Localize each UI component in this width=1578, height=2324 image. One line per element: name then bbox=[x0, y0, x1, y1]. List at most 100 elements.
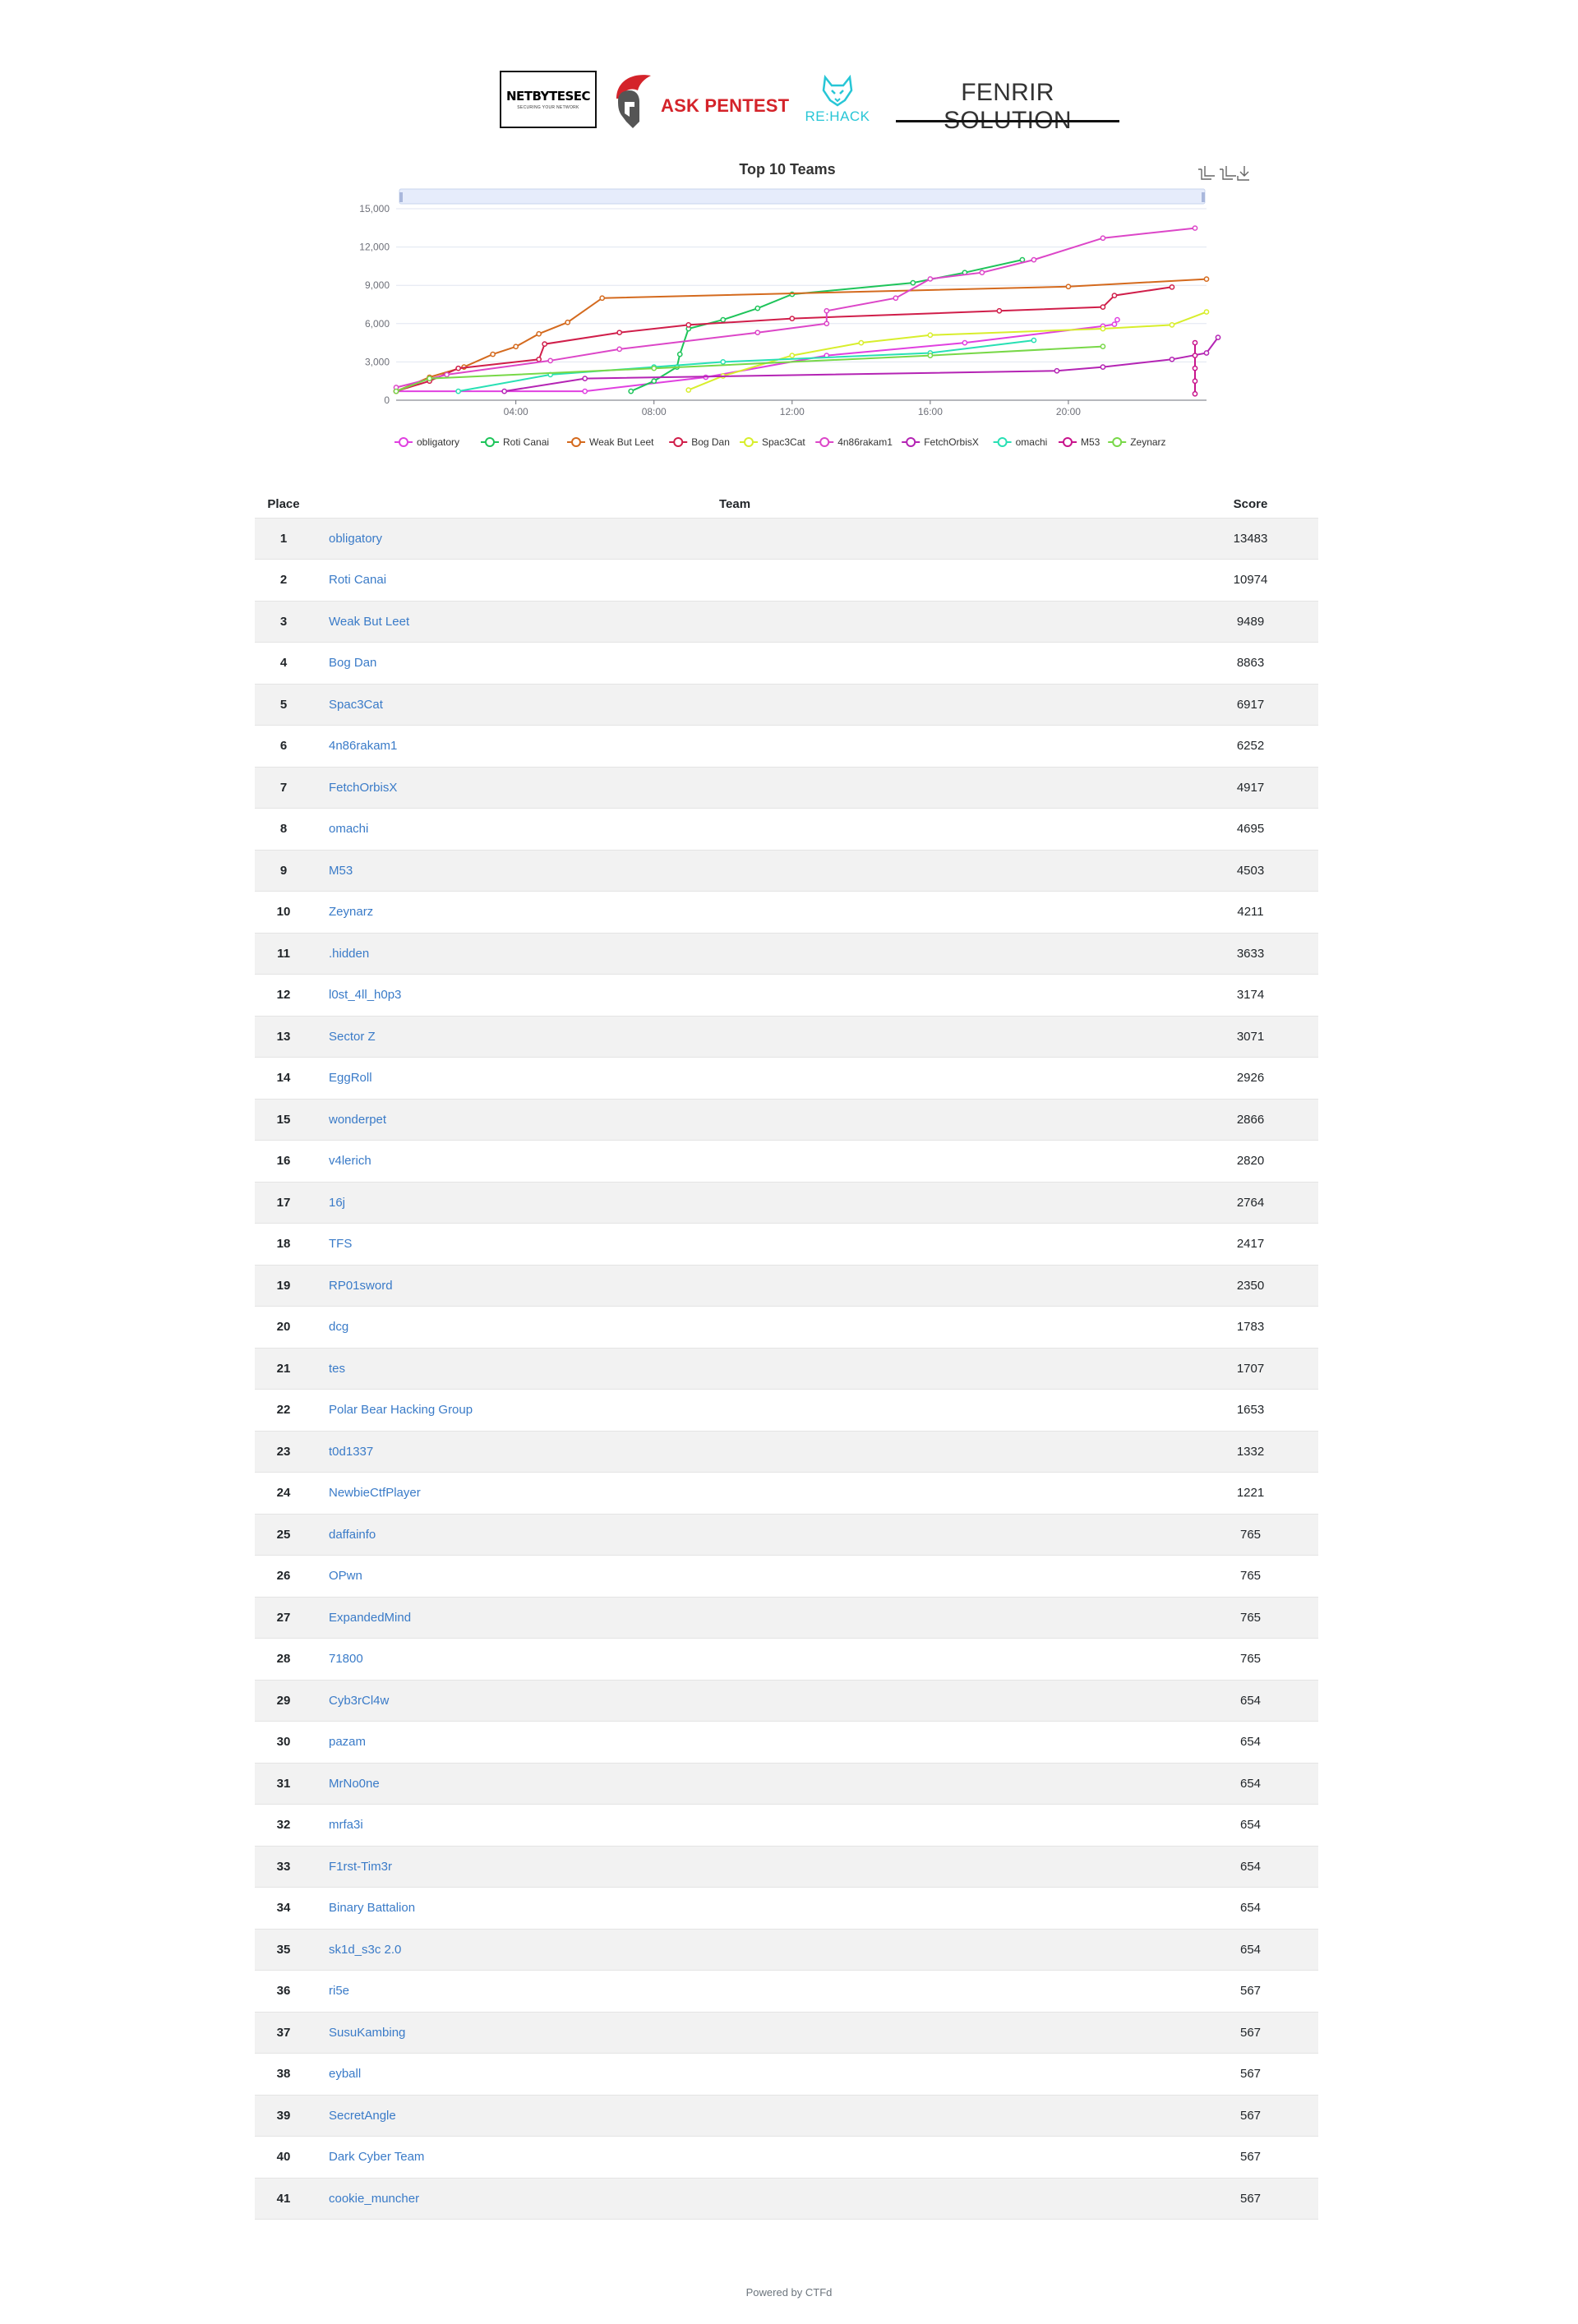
data-point[interactable] bbox=[927, 332, 934, 339]
data-point[interactable] bbox=[1111, 321, 1118, 327]
team-link[interactable]: Polar Bear Hacking Group bbox=[329, 1403, 473, 1418]
data-point[interactable] bbox=[754, 330, 761, 336]
data-point[interactable] bbox=[754, 305, 761, 311]
data-point[interactable] bbox=[824, 320, 830, 327]
data-point[interactable] bbox=[910, 279, 916, 286]
team-link[interactable]: mrfa3i bbox=[329, 1818, 363, 1833]
data-point[interactable] bbox=[427, 376, 432, 381]
data-point[interactable] bbox=[1114, 316, 1120, 323]
data-point[interactable] bbox=[1203, 276, 1210, 282]
team-link[interactable]: Cyb3rCl4w bbox=[329, 1693, 390, 1708]
data-point[interactable] bbox=[616, 346, 623, 353]
legend-item[interactable]: Bog Dan bbox=[669, 436, 730, 448]
team-link[interactable]: SecretAngle bbox=[329, 2108, 396, 2123]
team-link[interactable]: TFS bbox=[329, 1237, 353, 1252]
data-point[interactable] bbox=[962, 339, 968, 346]
data-point[interactable] bbox=[547, 357, 554, 364]
team-link[interactable]: pazam bbox=[329, 1735, 367, 1750]
data-point[interactable] bbox=[1169, 322, 1175, 328]
data-point[interactable] bbox=[616, 330, 623, 336]
legend-item[interactable]: Roti Canai bbox=[481, 436, 549, 448]
series-fetchorbisx[interactable] bbox=[501, 334, 1221, 394]
data-point[interactable] bbox=[536, 356, 542, 362]
team-link[interactable]: Sector Z bbox=[329, 1029, 376, 1044]
data-point[interactable] bbox=[685, 387, 692, 393]
data-point[interactable] bbox=[789, 316, 796, 321]
data-point[interactable] bbox=[893, 295, 899, 302]
data-point[interactable] bbox=[628, 388, 634, 394]
data-point[interactable] bbox=[1192, 225, 1198, 231]
netbytesec-logo[interactable]: NETBYTESEC SECURING YOUR NETWORK bbox=[500, 71, 597, 128]
team-link[interactable]: Bog Dan bbox=[329, 656, 377, 671]
team-link[interactable]: obligatory bbox=[329, 531, 383, 546]
legend-item[interactable]: obligatory bbox=[394, 436, 459, 448]
data-point[interactable] bbox=[1192, 353, 1198, 358]
datazoom-slider[interactable] bbox=[399, 188, 1206, 205]
data-point[interactable] bbox=[1100, 364, 1106, 370]
data-point[interactable] bbox=[444, 371, 450, 378]
series-bog-dan[interactable] bbox=[393, 284, 1175, 394]
data-point[interactable] bbox=[1100, 304, 1106, 310]
download-icon[interactable] bbox=[1237, 166, 1249, 181]
data-point[interactable] bbox=[685, 322, 692, 328]
team-link[interactable]: Weak But Leet bbox=[329, 614, 410, 629]
data-point[interactable] bbox=[536, 330, 542, 337]
team-link[interactable]: daffainfo bbox=[329, 1527, 376, 1542]
data-point[interactable] bbox=[1065, 284, 1072, 290]
team-link[interactable]: omachi bbox=[329, 822, 369, 837]
data-point[interactable] bbox=[979, 270, 985, 276]
team-link[interactable]: t0d1337 bbox=[329, 1444, 374, 1459]
data-point[interactable] bbox=[1100, 325, 1106, 332]
data-point[interactable] bbox=[393, 388, 399, 394]
data-point[interactable] bbox=[1203, 350, 1210, 356]
team-link[interactable]: ExpandedMind bbox=[329, 1610, 412, 1625]
data-point[interactable] bbox=[513, 344, 519, 350]
team-link[interactable]: v4lerich bbox=[329, 1154, 371, 1169]
team-link[interactable]: F1rst-Tim3r bbox=[329, 1859, 392, 1874]
data-point[interactable] bbox=[676, 351, 683, 357]
legend-item[interactable]: omachi bbox=[993, 436, 1048, 448]
legend-item[interactable]: M53 bbox=[1059, 436, 1100, 448]
data-point[interactable] bbox=[1111, 293, 1118, 298]
series-spac3cat[interactable] bbox=[685, 309, 1210, 393]
team-link[interactable]: tes bbox=[329, 1361, 346, 1376]
team-link[interactable]: 16j bbox=[329, 1195, 346, 1210]
data-point[interactable] bbox=[996, 307, 1003, 314]
team-link[interactable]: ri5e bbox=[329, 1984, 350, 1999]
data-point[interactable] bbox=[927, 353, 934, 358]
team-link[interactable]: cookie_muncher bbox=[329, 2191, 420, 2206]
team-link[interactable]: SusuKambing bbox=[329, 2025, 406, 2040]
data-point[interactable] bbox=[1192, 378, 1198, 385]
team-link[interactable]: .hidden bbox=[329, 946, 370, 961]
data-point[interactable] bbox=[651, 365, 658, 371]
data-point[interactable] bbox=[789, 353, 796, 358]
data-point[interactable] bbox=[582, 376, 588, 381]
data-point[interactable] bbox=[1192, 390, 1198, 397]
data-point[interactable] bbox=[720, 316, 727, 323]
data-point[interactable] bbox=[858, 339, 865, 346]
team-link[interactable]: EggRoll bbox=[329, 1071, 372, 1086]
team-link[interactable]: Dark Cyber Team bbox=[329, 2150, 425, 2165]
team-link[interactable]: sk1d_s3c 2.0 bbox=[329, 1942, 402, 1957]
data-point[interactable] bbox=[1192, 339, 1198, 346]
data-point[interactable] bbox=[455, 365, 461, 371]
data-point[interactable] bbox=[720, 359, 727, 365]
data-point[interactable] bbox=[542, 341, 548, 348]
team-link[interactable]: eyball bbox=[329, 2067, 362, 2082]
data-point[interactable] bbox=[582, 388, 588, 394]
data-point[interactable] bbox=[1203, 309, 1210, 315]
team-link[interactable]: FetchOrbisX bbox=[329, 780, 398, 795]
rehack-logo[interactable]: RE:HACK bbox=[802, 72, 873, 128]
data-point[interactable] bbox=[824, 307, 830, 314]
data-point[interactable] bbox=[1192, 365, 1198, 371]
data-point[interactable] bbox=[1100, 344, 1106, 349]
legend-item[interactable]: Weak But Leet bbox=[567, 436, 654, 448]
data-point[interactable] bbox=[651, 378, 658, 385]
zoom-reset-icon[interactable] bbox=[1220, 166, 1236, 180]
series-4n86rakam1[interactable] bbox=[393, 225, 1198, 390]
team-link[interactable]: OPwn bbox=[329, 1569, 362, 1584]
team-link[interactable]: RP01sword bbox=[329, 1278, 393, 1293]
data-point[interactable] bbox=[501, 388, 508, 394]
team-link[interactable]: NewbieCtfPlayer bbox=[329, 1486, 421, 1501]
zoom-icon[interactable] bbox=[1198, 166, 1215, 180]
